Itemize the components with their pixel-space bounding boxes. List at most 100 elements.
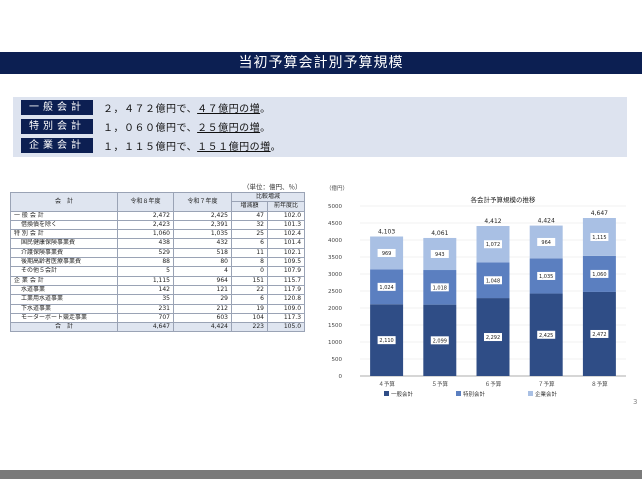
y-tick-label: 4500 [328,221,342,227]
data-label-box [537,237,556,246]
table-row: 工業用水道事業 35 29 6 120.8 [10,294,306,305]
row-name: 企 業 会 計 [10,275,118,286]
footer-bar [0,470,642,479]
row-name: 一 般 会 計 [10,210,118,221]
data-label: 1,115 [592,235,606,241]
cell-fy8: 5 [117,266,174,277]
y-tick-label: 500 [332,357,343,363]
data-label: 969 [382,251,392,257]
cell-diff: 6 [231,238,268,249]
chart-title: 各会計予算規模の推移 [471,195,537,204]
summary-label: 一般会計 [21,100,93,115]
summary-label: 企業会計 [21,138,93,153]
cell-fy7: 212 [173,303,232,314]
header-account: 会 計 [10,192,118,212]
cell-fy7: 80 [173,257,232,268]
cell-fy8: 1,060 [117,229,174,240]
table-row: モーターボート競走事業 707 603 104 117.3 [10,312,306,324]
legend-swatch [528,391,533,396]
data-label: 964 [541,240,551,246]
data-label-box [377,248,396,257]
data-label-box [377,282,396,291]
cell-fy7: 1,035 [173,229,232,240]
data-label-box [537,271,556,280]
y-tick-label: 2000 [328,306,342,312]
cell-ratio: 107.9 [266,266,306,277]
cell-fy7: 432 [173,238,232,249]
cell-ratio: 105.0 [266,322,306,333]
data-label-box [537,330,556,339]
header-compare: 比較増減 [230,191,306,203]
page-title: 当初予算会計別予算規模 [0,52,642,74]
cell-fy7: 603 [173,312,232,324]
legend-swatch [384,391,389,396]
table-row: 特 別 会 計 1,060 1,035 25 102.4 [10,229,306,240]
cell-fy8: 2,472 [117,210,174,221]
cell-fy7: 4,424 [173,322,232,333]
total-label: 4,424 [538,218,555,225]
page-number: 3 [633,398,638,406]
legend-label: 特別会計 [463,390,486,398]
data-label: 1,072 [486,242,500,248]
table-row: 水道事業 142 121 22 117.9 [10,284,306,296]
table-row: 一 般 会 計 2,472 2,425 47 102.0 [10,210,306,221]
x-tick-label: ５予算 [432,380,449,388]
legend-swatch [456,391,461,396]
cell-fy8: 88 [117,257,174,268]
data-label: 2,099 [433,338,447,344]
table-row: その他５会計 5 4 0 107.9 [10,266,306,277]
data-label: 943 [435,252,445,258]
table-row: 下水道事業 231 212 19 109.0 [10,303,306,314]
row-name: 借換債を除く [10,219,118,231]
table-row: 借換債を除く 2,423 2,391 32 101.3 [10,219,306,231]
cell-fy8: 1,115 [117,275,174,286]
data-label-box [484,240,502,249]
cell-diff: 8 [231,257,268,268]
row-name: 水道事業 [10,284,118,296]
y-tick-label: 2500 [328,289,342,295]
data-label: 1,035 [539,274,553,280]
cell-fy8: 707 [117,312,174,324]
cell-ratio: 109.5 [266,257,306,268]
header-fy8: 令和８年度 [117,192,174,212]
cell-diff: 32 [231,219,268,231]
cell-diff: 6 [231,294,268,305]
data-label-box [590,269,609,278]
row-name: 下水道事業 [10,303,118,314]
summary-panel: 一般会計 ２，４７２億円で、４７億円の増。 特別会計 １，０６０億円で、２５億円… [13,97,627,157]
data-label: 2,472 [592,332,606,338]
summary-label: 特別会計 [21,119,93,134]
cell-fy7: 2,391 [173,219,232,231]
summary-increase: １５１億円の増 [197,142,271,153]
summary-increase: ２５億円の増 [197,123,261,134]
data-label: 1,018 [433,285,447,291]
cell-diff: 223 [231,322,268,333]
data-label: 2,292 [486,335,500,341]
row-name: 特 別 会 計 [10,229,118,240]
cell-diff: 47 [231,210,268,221]
cell-fy7: 2,425 [173,210,232,221]
data-label-box [484,276,502,285]
table-body: 一 般 会 計 2,472 2,425 47 102.0 借換債を除く 2,423 2,391… [10,210,306,333]
chart-svg: （億円） 各会計予算規模の推移 0 500 1000 1500 2000 2500 3000 35… [326,184,626,398]
x-tick-label: ４予算 [378,380,395,388]
y-tick-label: 0 [339,374,343,380]
cell-diff: 22 [231,284,268,296]
summary-row-enterprise: 企業会計 １，１１５億円で、１５１億円の増。 [21,138,281,153]
table-unit-note: （単位：億円、％） [243,183,302,191]
cell-fy7: 518 [173,247,232,259]
total-label: 4,103 [378,228,395,235]
y-tick-label: 3000 [328,272,342,278]
row-name: モーターボート競走事業 [10,312,118,324]
total-label: 4,412 [484,218,501,225]
table-row: 合 計 4,647 4,424 223 105.0 [10,322,306,333]
total-label: 4,061 [431,230,448,237]
cell-fy8: 142 [117,284,174,296]
table-row: 後期高齢者医療事業費 88 80 8 109.5 [10,257,306,268]
cell-fy8: 231 [117,303,174,314]
y-tick-label: 5000 [328,204,342,210]
data-label: 1,060 [592,272,606,278]
summary-text: １，１１５億円で、１５１億円の増。 [103,142,282,153]
y-tick-label: 1500 [328,323,342,329]
cell-fy7: 121 [173,284,232,296]
